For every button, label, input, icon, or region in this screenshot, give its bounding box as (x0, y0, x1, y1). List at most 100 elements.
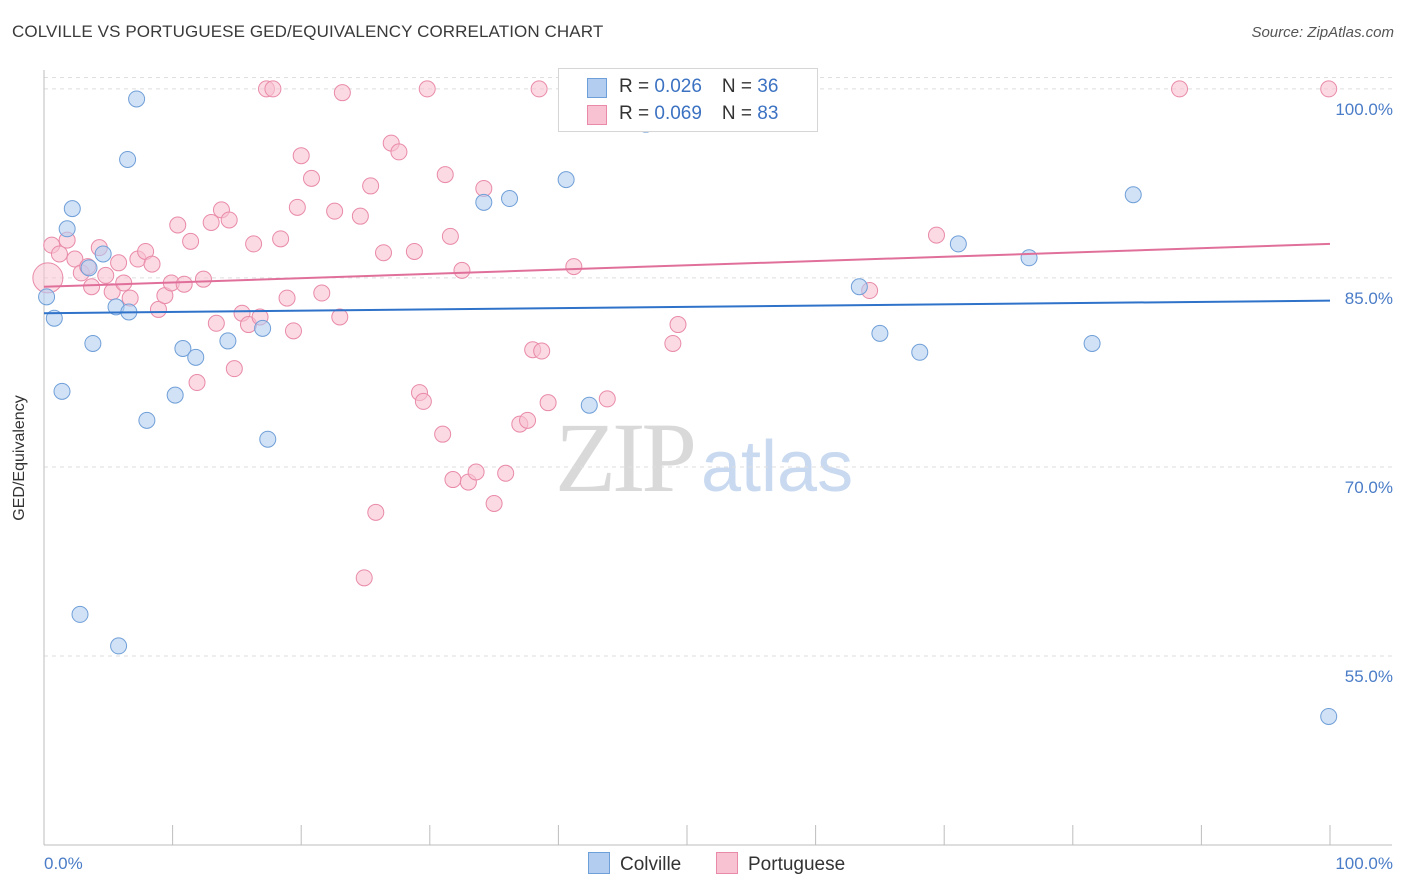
portuguese-point (664, 334, 682, 352)
portuguese-point (418, 80, 436, 98)
portuguese-point (272, 230, 290, 248)
colville-point (38, 288, 56, 306)
portuguese-point (169, 216, 187, 234)
portuguese-point (533, 342, 551, 360)
portuguese-point (225, 360, 243, 378)
colville-point (580, 396, 598, 414)
stats-legend: R = 0.026 N = 36 R = 0.069 N = 83 (558, 68, 818, 132)
portuguese-point (292, 147, 310, 165)
colville-point (501, 190, 519, 208)
colville-point (1320, 707, 1338, 725)
colville-point (850, 278, 868, 296)
portuguese-point (288, 198, 306, 216)
portuguese-point (1320, 80, 1338, 98)
bottom-portuguese-swatch (716, 852, 738, 874)
portuguese-point (405, 242, 423, 260)
portuguese-r-label: R = (619, 103, 655, 124)
portuguese-point (284, 322, 302, 340)
colville-point (1020, 249, 1038, 267)
watermark-zip: ZIP (555, 402, 697, 513)
colville-point (254, 319, 272, 337)
portuguese-point (444, 471, 462, 489)
colville-point (80, 259, 98, 277)
y-tick-label-2: 85.0% (1345, 289, 1393, 308)
y-tick-label-0: 55.0% (1345, 667, 1393, 686)
portuguese-point (927, 226, 945, 244)
portuguese-n-label: N = (721, 103, 758, 124)
portuguese-point (175, 275, 193, 293)
colville-point (110, 637, 128, 655)
portuguese-point (565, 258, 583, 276)
portuguese-point (519, 411, 537, 429)
portuguese-point (367, 503, 385, 521)
portuguese-point (598, 390, 616, 408)
colville-point (1124, 186, 1142, 204)
portuguese-point (485, 494, 503, 512)
portuguese-point (326, 202, 344, 220)
portuguese-point (351, 207, 369, 225)
colville-point (53, 382, 71, 400)
x-tick-label-1: 100.0% (1335, 854, 1393, 873)
portuguese-point (313, 284, 331, 302)
portuguese-point (149, 300, 167, 318)
portuguese-point (143, 255, 161, 273)
x-tick-label-0: 0.0% (44, 854, 83, 873)
bottom-colville-swatch (588, 852, 610, 874)
bottom-legend-portuguese: Portuguese (716, 852, 845, 876)
portuguese-point (207, 314, 225, 332)
portuguese-n-value: 83 (757, 103, 779, 124)
colville-point (187, 348, 205, 366)
colville-point (219, 332, 237, 350)
watermark: ZIP atlas (555, 400, 853, 515)
bottom-colville-label: Colville (620, 854, 682, 875)
colville-point (138, 411, 156, 429)
bottom-portuguese-label: Portuguese (748, 854, 846, 875)
portuguese-point (182, 232, 200, 250)
portuguese-point (97, 266, 115, 284)
colville-point (71, 605, 89, 623)
chart-title: COLVILLE VS PORTUGUESE GED/EQUIVALENCY C… (12, 22, 604, 41)
colville-point (871, 324, 889, 342)
portuguese-point (194, 270, 212, 288)
portuguese-point (66, 250, 84, 268)
colville-point (45, 309, 63, 327)
colville-point (128, 90, 146, 108)
portuguese-point (390, 143, 408, 161)
portuguese-point (202, 213, 220, 231)
portuguese-stats: R = 0.069 N = 83 (619, 103, 778, 125)
portuguese-point (530, 80, 548, 98)
portuguese-point (362, 177, 380, 195)
colville-point (166, 386, 184, 404)
portuguese-point (669, 316, 687, 334)
colville-point (174, 339, 192, 357)
portuguese-point (50, 245, 68, 263)
portuguese-point (331, 308, 349, 326)
colville-n-label: N = (721, 76, 758, 97)
portuguese-point (302, 169, 320, 187)
colville-point (63, 200, 81, 218)
y-tick-label-3: 100.0% (1335, 100, 1393, 119)
portuguese-point (188, 374, 206, 392)
portuguese-point (333, 84, 351, 102)
portuguese-point (414, 392, 432, 410)
portuguese-point (467, 463, 485, 481)
portuguese-point (434, 425, 452, 443)
colville-point (84, 334, 102, 352)
portuguese-point (453, 261, 471, 279)
bottom-legend-colville: Colville (588, 852, 681, 876)
portuguese-point (32, 262, 64, 294)
portuguese-point (278, 289, 296, 307)
portuguese-point (436, 166, 454, 184)
source-label: Source: ZipAtlas.com (1251, 24, 1394, 41)
portuguese-point (497, 464, 515, 482)
colville-point (58, 220, 76, 238)
portuguese-point (264, 80, 282, 98)
colville-stats: R = 0.026 N = 36 (619, 76, 778, 98)
colville-point (94, 245, 112, 263)
portuguese-trend-line (43, 242, 1331, 288)
portuguese-r-value: 0.069 (654, 103, 702, 124)
portuguese-swatch (587, 105, 607, 125)
portuguese-point (110, 254, 128, 272)
colville-r-value: 0.026 (654, 76, 702, 97)
